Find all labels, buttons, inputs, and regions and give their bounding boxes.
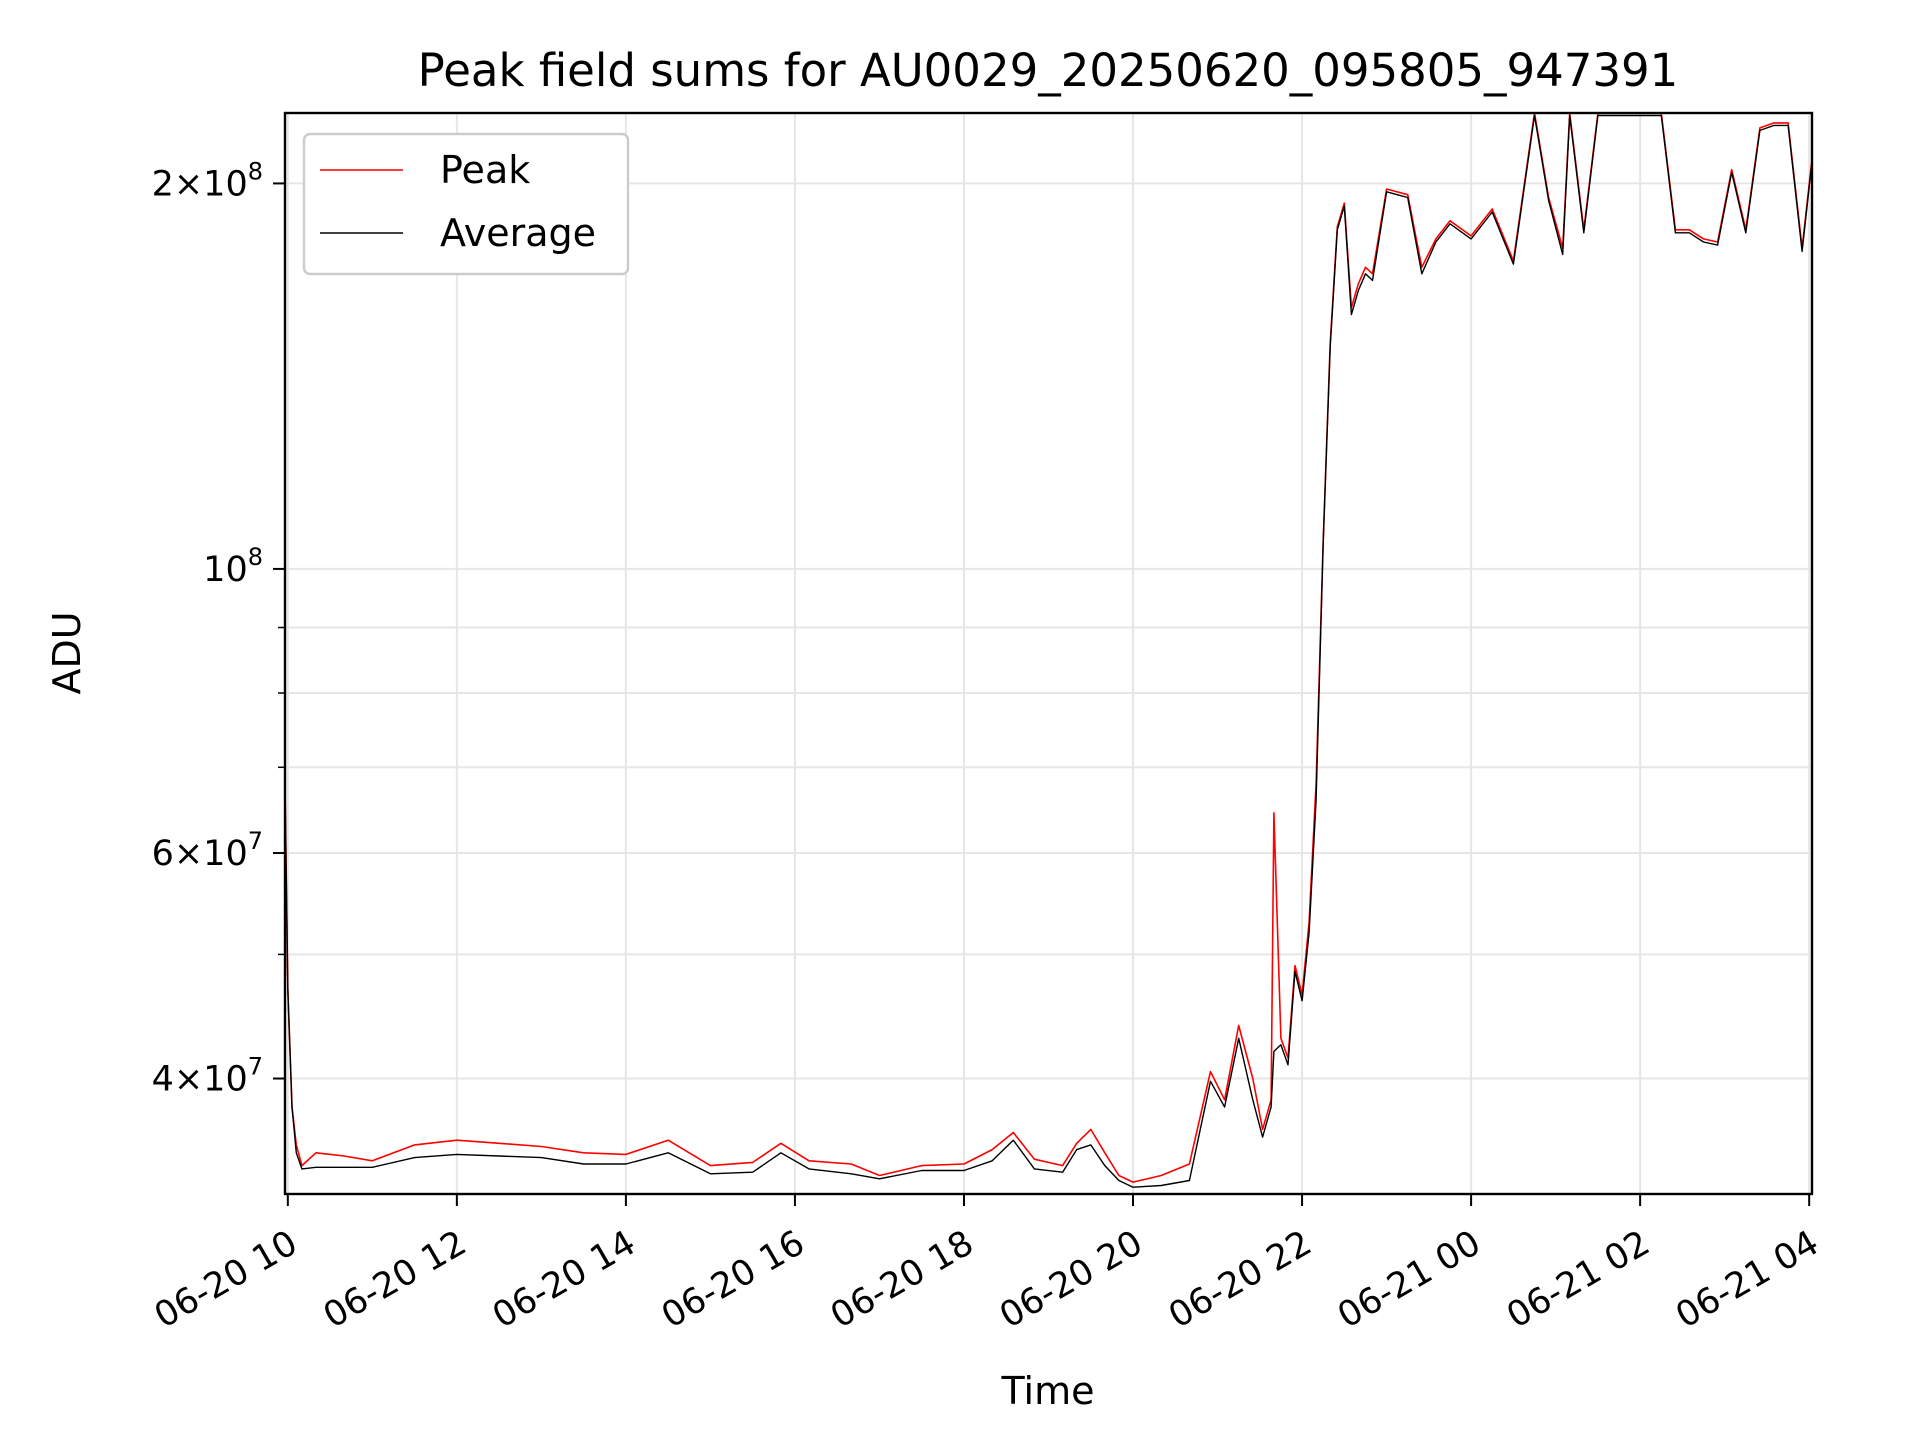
series-line-average [284,114,1813,1188]
legend-label-average: Average [440,211,596,255]
y-tick-label: 2×108 [152,157,263,204]
plot-frame [283,111,1814,1196]
legend-box [302,132,630,276]
y-axis-label: ADU [45,611,89,694]
y-tick-label: 6×107 [152,827,263,874]
chart-title: Peak field sums for AU0029_20250620_0958… [418,44,1679,97]
grid-layer [285,113,1812,1194]
y-axis: 4×107 6×107 108 2×108 [152,157,285,1100]
y-tick-label: 4×107 [152,1053,263,1100]
y-tick-label: 108 [203,543,263,590]
legend: Peak Average [302,132,630,276]
legend-label-peak: Peak [440,148,530,192]
x-axis-label: Time [1001,1369,1095,1413]
